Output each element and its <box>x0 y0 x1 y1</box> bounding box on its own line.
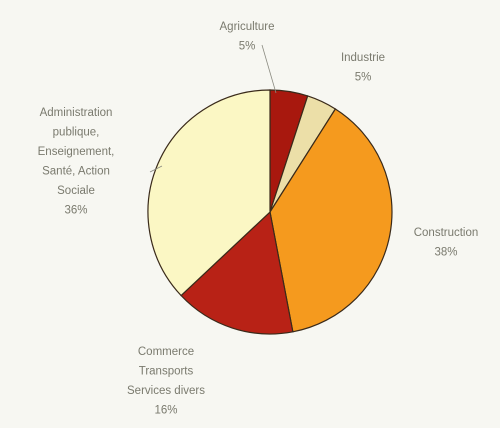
slice-label-4: Administration publique, Enseignement, Sant… <box>38 107 115 217</box>
slice-value-label: 36% <box>64 205 87 217</box>
slice-label-line: Sociale <box>57 185 95 197</box>
slice-value-label: 5% <box>355 72 372 84</box>
leader-agriculture <box>261 44 277 94</box>
slice-label-line: Services divers <box>127 385 205 397</box>
pie-slice-2 <box>269 108 393 333</box>
leader-administration <box>149 165 163 173</box>
slice-label-3: Commerce Transports Services divers 16% <box>127 346 205 417</box>
slice-label-line: Transports <box>139 366 194 378</box>
slice-label-line: Commerce <box>138 346 194 358</box>
slice-labels: Agriculture 5%Industrie 5%Construction 38%C… <box>38 21 479 417</box>
slice-value-label: 16% <box>154 405 177 417</box>
slice-label-line: publique, <box>53 127 100 139</box>
slice-label-line: Industrie <box>341 52 385 64</box>
slice-label-1: Industrie 5% <box>341 52 385 84</box>
pie-slices <box>147 89 393 335</box>
slice-label-line: Agriculture <box>220 21 275 33</box>
slice-value-label: 5% <box>239 41 256 53</box>
slice-value-label: 38% <box>434 247 457 259</box>
slice-label-line: Santé, Action <box>42 166 110 178</box>
leader-lines <box>149 44 277 173</box>
slice-label-line: Construction <box>414 227 479 239</box>
slice-label-line: Administration <box>40 107 113 119</box>
slice-label-0: Agriculture 5% <box>220 21 275 53</box>
slice-label-line: Enseignement, <box>38 146 115 158</box>
pie-slice-4 <box>147 89 271 297</box>
slice-label-2: Construction 38% <box>414 227 479 259</box>
pie-slice-3 <box>180 210 294 335</box>
